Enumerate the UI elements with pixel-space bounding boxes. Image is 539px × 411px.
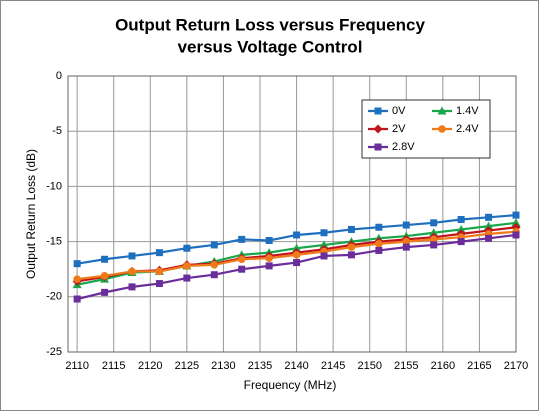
- chart-title: versus Voltage Control: [178, 37, 363, 56]
- data-point: [237, 255, 246, 264]
- x-tick-label: 2125: [175, 360, 199, 372]
- legend-marker: [374, 107, 382, 115]
- x-tick-label: 2120: [138, 360, 162, 372]
- data-point: [457, 216, 465, 224]
- y-tick-label: -20: [46, 291, 62, 303]
- data-point: [155, 280, 163, 288]
- data-point: [511, 218, 521, 227]
- data-point: [155, 249, 163, 257]
- data-point: [265, 262, 273, 270]
- data-point: [457, 238, 465, 246]
- data-point: [375, 246, 383, 254]
- x-tick-label: 2155: [394, 360, 418, 372]
- data-point: [128, 267, 136, 276]
- x-tick-label: 2115: [102, 360, 126, 372]
- x-tick-label: 2140: [284, 360, 308, 372]
- x-tick-label: 2165: [467, 360, 491, 372]
- x-tick-label: 2135: [248, 360, 272, 372]
- data-point: [238, 265, 246, 273]
- data-point: [210, 241, 218, 249]
- legend-marker: [437, 106, 447, 115]
- y-tick-label: -10: [46, 180, 62, 192]
- data-point: [292, 243, 302, 252]
- x-tick-label: 2145: [321, 360, 345, 372]
- data-point: [402, 237, 411, 246]
- data-point: [430, 219, 438, 227]
- data-point: [73, 295, 81, 303]
- data-point: [375, 223, 383, 231]
- y-tick-label: -5: [52, 125, 62, 137]
- data-point: [456, 224, 466, 233]
- data-point: [183, 274, 191, 282]
- data-point: [429, 228, 439, 237]
- data-point: [347, 251, 355, 259]
- y-tick-label: 0: [56, 70, 62, 82]
- data-point: [101, 288, 109, 296]
- legend-label: 2.4V: [456, 123, 479, 135]
- legend-label: 1.4V: [456, 105, 479, 117]
- data-point: [320, 229, 328, 237]
- data-point: [265, 254, 273, 262]
- data-point: [183, 262, 191, 270]
- x-tick-label: 2130: [211, 360, 235, 372]
- chart-title: Output Return Loss versus Frequency: [115, 15, 425, 34]
- x-tick-label: 2110: [65, 360, 89, 372]
- y-axis-title: Output Return Loss (dB): [24, 149, 38, 279]
- data-point: [101, 255, 109, 263]
- data-point: [512, 231, 520, 239]
- data-point: [347, 225, 355, 233]
- data-point: [128, 283, 136, 291]
- y-tick-label: -15: [46, 236, 62, 248]
- x-axis-title: Frequency (MHz): [244, 378, 337, 392]
- data-point: [73, 260, 81, 268]
- data-point: [292, 251, 301, 259]
- data-point: [319, 240, 329, 249]
- data-point: [210, 260, 219, 269]
- legend-marker: [438, 125, 446, 133]
- data-point: [512, 211, 520, 219]
- data-point: [128, 252, 136, 260]
- data-point: [155, 267, 164, 276]
- data-point: [402, 243, 410, 251]
- data-point: [73, 275, 81, 283]
- data-point: [402, 221, 410, 229]
- data-point: [485, 213, 493, 221]
- data-point: [430, 241, 438, 249]
- data-point: [293, 259, 301, 267]
- data-point: [320, 252, 328, 260]
- x-tick-label: 2150: [357, 360, 381, 372]
- legend-marker: [373, 124, 383, 134]
- x-tick-label: 2160: [431, 360, 455, 372]
- data-point: [100, 272, 109, 280]
- data-point: [238, 235, 246, 243]
- legend-label: 0V: [392, 105, 406, 117]
- data-point: [183, 244, 191, 252]
- legend-label: 2V: [392, 123, 406, 135]
- data-point: [485, 234, 493, 242]
- data-point: [484, 221, 494, 230]
- data-point: [429, 235, 438, 244]
- data-point: [293, 231, 301, 239]
- x-tick-label: 2170: [504, 360, 528, 372]
- data-point: [265, 236, 273, 244]
- y-tick-label: -25: [46, 346, 62, 358]
- data-point: [210, 271, 218, 279]
- legend-marker: [374, 143, 382, 151]
- data-point: [375, 240, 383, 248]
- data-point: [347, 243, 356, 251]
- legend-label: 2.8V: [392, 141, 415, 153]
